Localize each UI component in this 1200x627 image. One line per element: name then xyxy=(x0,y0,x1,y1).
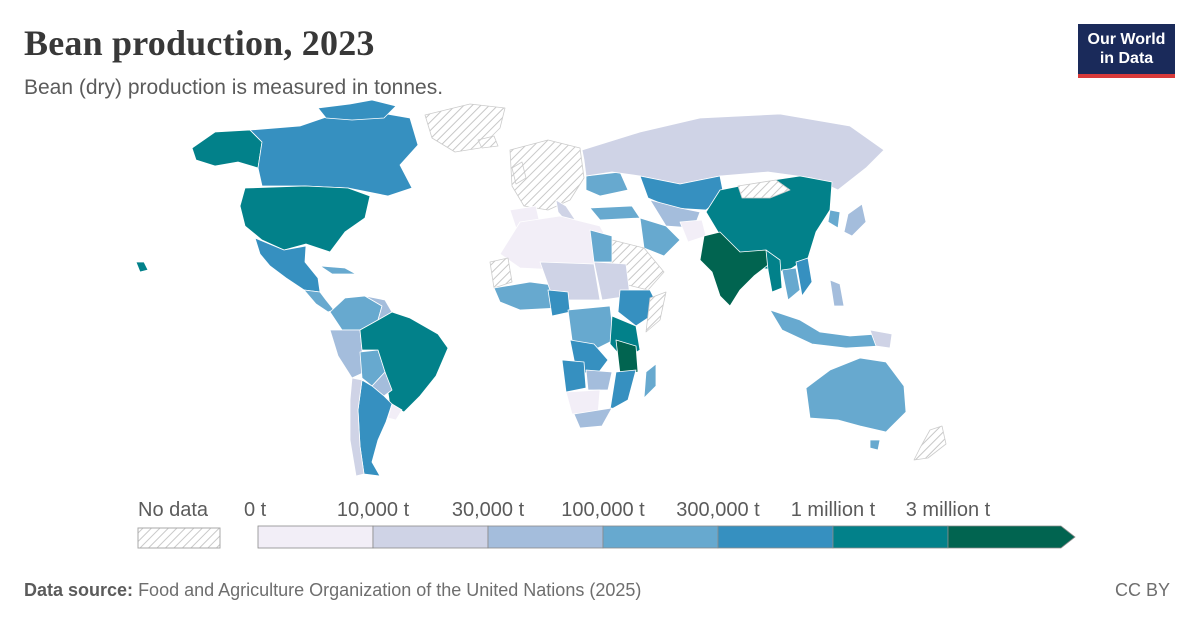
country-central-america[interactable] xyxy=(303,289,335,313)
country-png[interactable] xyxy=(869,329,893,349)
legend-bin-3[interactable] xyxy=(602,525,719,549)
legend-tick-label-2: 30,000 t xyxy=(452,499,525,521)
country-afghanistan[interactable] xyxy=(679,219,707,243)
region-europe-west[interactable] xyxy=(509,139,585,211)
country-madagascar[interactable] xyxy=(643,363,657,399)
country-canada-islands[interactable] xyxy=(317,100,397,121)
legend-bin-5[interactable] xyxy=(832,525,949,549)
legend-bin-2[interactable] xyxy=(487,525,604,549)
country-western-sahara[interactable] xyxy=(489,257,513,289)
country-australia[interactable] xyxy=(805,357,907,433)
country-new-zealand[interactable] xyxy=(913,425,947,461)
chart-title: Bean production, 2023 xyxy=(24,23,375,63)
country-ukraine[interactable] xyxy=(585,171,629,197)
country-iceland[interactable] xyxy=(477,135,499,149)
country-egypt[interactable] xyxy=(589,229,613,263)
data-source-text[interactable]: Food and Agriculture Organization of the… xyxy=(138,580,642,600)
chart-subtitle: Bean (dry) production is measured in ton… xyxy=(24,76,444,99)
country-japan[interactable] xyxy=(843,203,867,237)
legend-bin-6[interactable] xyxy=(947,525,1076,549)
logo-line-1: Our World xyxy=(1087,31,1166,48)
country-canada[interactable] xyxy=(249,111,419,197)
country-mozambique[interactable] xyxy=(609,369,637,411)
country-argentina[interactable] xyxy=(357,379,393,477)
country-vietnam[interactable] xyxy=(795,257,813,297)
country-turkey[interactable] xyxy=(589,205,641,221)
logo-bar xyxy=(1078,74,1175,78)
data-source-label: Data source: xyxy=(24,580,134,600)
country-nigeria[interactable] xyxy=(547,289,571,317)
country-uk[interactable] xyxy=(511,161,527,185)
country-iran[interactable] xyxy=(639,217,681,257)
legend-tick-label-6: 3 million t xyxy=(906,499,991,521)
country-uruguay[interactable] xyxy=(387,403,403,421)
world-map xyxy=(135,100,947,477)
country-brazil[interactable] xyxy=(359,311,449,413)
logo-line-2: in Data xyxy=(1099,50,1154,67)
country-caribbean[interactable] xyxy=(319,265,357,275)
country-indonesia[interactable] xyxy=(769,309,881,349)
country-zambia[interactable] xyxy=(585,369,613,391)
country-usa-alaska[interactable] xyxy=(191,129,263,169)
owid-logo[interactable]: Our World in Data xyxy=(1078,24,1175,78)
country-myanmar[interactable] xyxy=(765,249,783,293)
legend-no-data-label: No data xyxy=(138,499,209,521)
country-tanzania[interactable] xyxy=(615,339,639,375)
legend-bin-4[interactable] xyxy=(717,525,834,549)
country-peru[interactable] xyxy=(329,329,366,379)
legend-tick-label-1: 10,000 t xyxy=(337,499,410,521)
country-somalia[interactable] xyxy=(645,291,667,333)
country-korea[interactable] xyxy=(827,209,841,229)
legend-tick-label-5: 1 million t xyxy=(791,499,876,521)
country-mongolia[interactable] xyxy=(737,179,791,199)
legend-tick-label-4: 300,000 t xyxy=(676,499,760,521)
country-tasmania[interactable] xyxy=(869,439,881,451)
country-chile[interactable] xyxy=(349,377,365,477)
country-central-africa[interactable] xyxy=(567,305,615,353)
country-usa[interactable] xyxy=(239,185,371,253)
legend-bin-0[interactable] xyxy=(257,525,374,549)
country-south-africa[interactable] xyxy=(573,407,613,429)
data-source: Data source: Food and Agriculture Organi… xyxy=(24,580,641,601)
license-label[interactable]: CC BY xyxy=(1114,580,1170,600)
country-india[interactable] xyxy=(699,231,773,307)
legend-tick-label-0: 0 t xyxy=(244,499,267,521)
country-russia[interactable] xyxy=(581,113,885,191)
legend-no-data-swatch[interactable] xyxy=(137,527,221,549)
legend-tick-label-3: 100,000 t xyxy=(561,499,645,521)
legend-bin-1[interactable] xyxy=(372,525,489,549)
country-angola[interactable] xyxy=(561,359,587,393)
country-philippines[interactable] xyxy=(829,279,845,307)
country-usa-hawaii[interactable] xyxy=(135,261,149,273)
country-thailand[interactable] xyxy=(781,267,801,301)
